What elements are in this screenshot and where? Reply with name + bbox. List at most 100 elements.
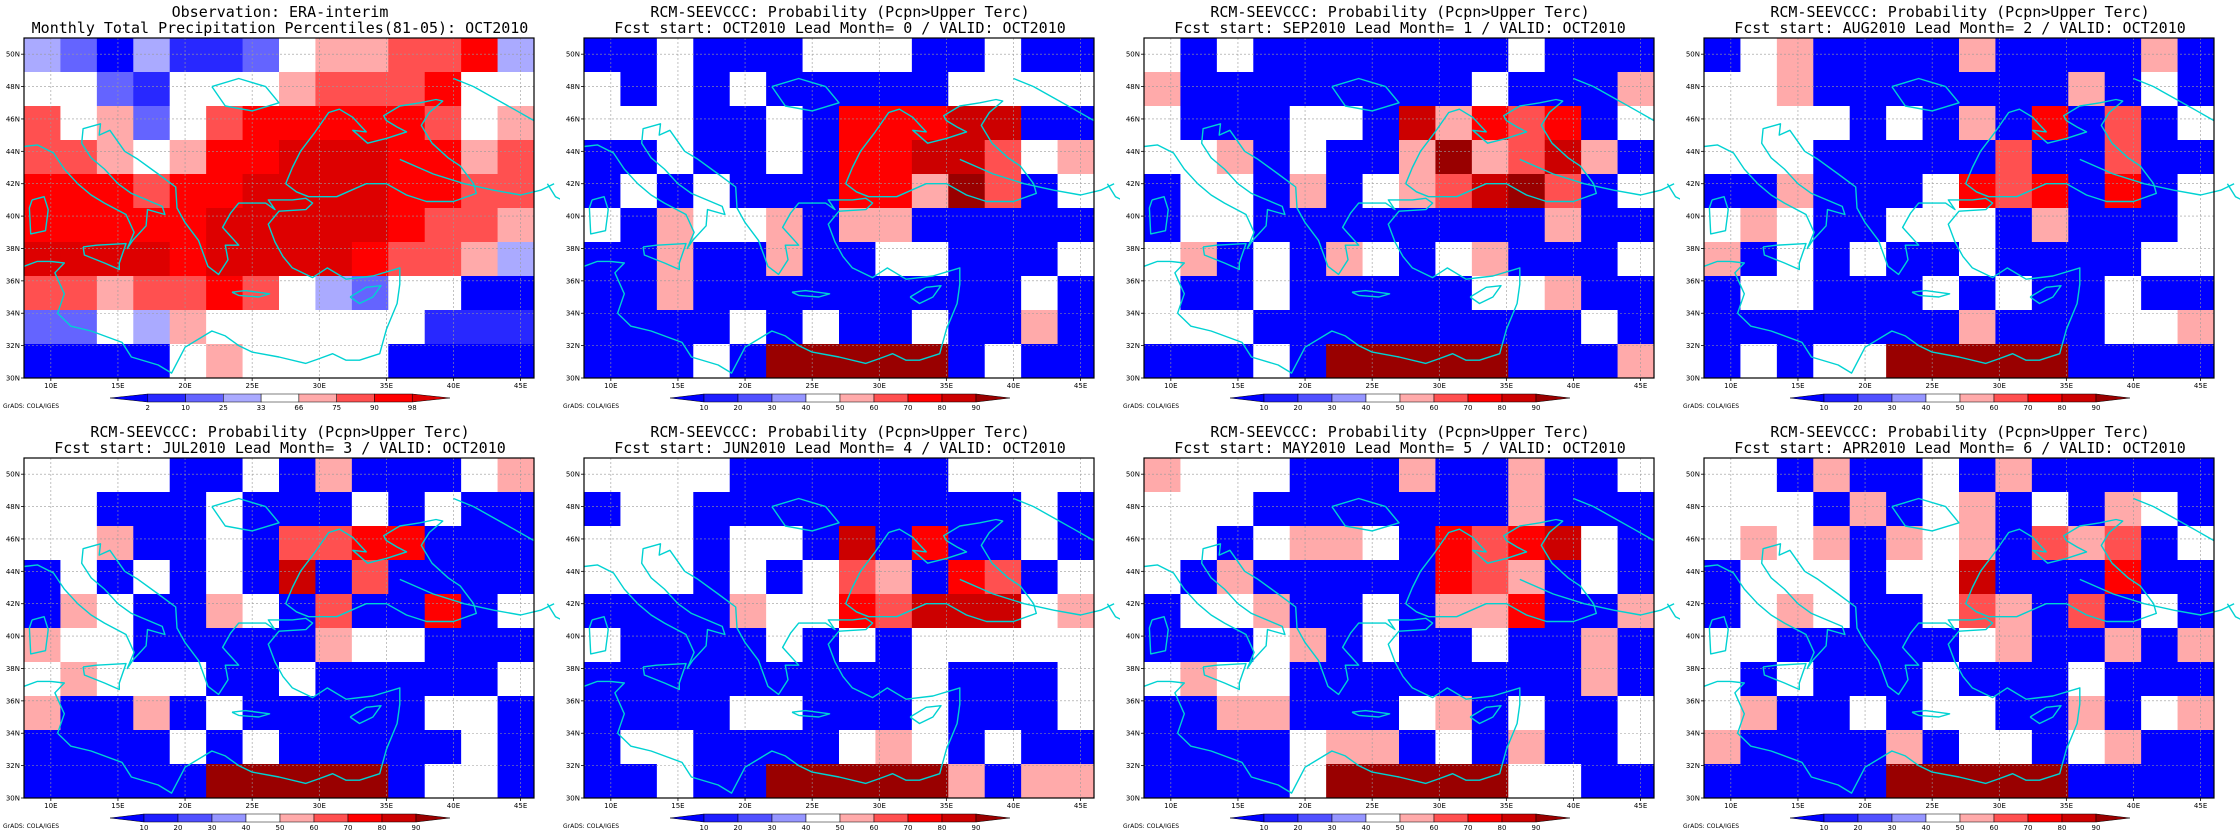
grid-cell <box>279 730 316 765</box>
grid-cell <box>206 628 244 663</box>
grid-cell <box>1057 764 1095 799</box>
grid-cell <box>1581 208 1619 243</box>
colorbar-label: 20 <box>174 824 183 832</box>
coastline <box>1762 242 1807 271</box>
grid-cell <box>2068 106 2106 141</box>
grid-cell <box>1959 38 1996 73</box>
grid-cell <box>1886 764 1924 799</box>
grid-cell <box>1617 208 1655 243</box>
panel-subtitle: Fcst start: JUN2010 Lead Month= 4 / VALI… <box>614 439 1066 457</box>
grid-cell <box>1326 696 1364 731</box>
grid-cell <box>802 106 840 141</box>
lat-tick-label: 40N <box>1686 213 1700 221</box>
grid-cell <box>2104 662 2142 697</box>
grid-cell <box>584 764 621 799</box>
grid-cell <box>169 764 207 799</box>
grid-cell <box>1471 276 1509 311</box>
grid-cell <box>656 72 694 107</box>
grid-cell <box>2177 310 2215 345</box>
grid-cell <box>1995 764 2033 799</box>
colorbar-swatch <box>1501 393 1537 403</box>
grid-cell <box>2141 38 2179 73</box>
grid-cell <box>1508 310 1546 345</box>
colorbar-label: 80 <box>938 404 947 412</box>
grid-cell <box>693 492 731 527</box>
grid-cell <box>1021 730 1059 765</box>
colorbar-label: 10 <box>1820 824 1829 832</box>
grid-cell <box>584 106 621 141</box>
grid-cell <box>1326 106 1364 141</box>
grid-cell <box>351 38 389 73</box>
grid-cell <box>1057 662 1095 697</box>
grid-cell <box>1508 628 1546 663</box>
grid-cell <box>2031 276 2069 311</box>
grid-cell <box>351 594 389 629</box>
colorbar-swatch <box>839 813 875 823</box>
grid-cell <box>1144 310 1181 345</box>
grid-cell <box>875 38 913 73</box>
grid-cell <box>729 458 767 493</box>
grid-cell <box>1144 38 1181 73</box>
grid-cell <box>1704 526 1741 561</box>
colorbar-swatch <box>1433 813 1469 823</box>
grid-cell <box>620 140 658 175</box>
coastlines <box>583 77 1120 374</box>
grid-cell <box>1326 174 1364 209</box>
panel-title: RCM-SEEVCCC: Probability (Pcpn>Upper Ter… <box>1770 3 2150 21</box>
grid-cell <box>948 764 986 799</box>
grid-cell <box>911 276 949 311</box>
grid-cell <box>2031 560 2069 595</box>
grid-cell <box>584 458 621 493</box>
lon-tick-label: 35E <box>1500 802 1513 810</box>
grid-cell <box>315 208 353 243</box>
grid-cell <box>1617 458 1655 493</box>
grid-cell <box>1144 662 1181 697</box>
grid-cell <box>766 696 804 731</box>
lat-tick-label: 48N <box>6 503 20 511</box>
grid-cell <box>1180 730 1218 765</box>
colorbar-label: 60 <box>1430 824 1439 832</box>
grid-cell <box>1471 730 1509 765</box>
map-frame <box>1143 457 1655 799</box>
colorbar-label: 25 <box>219 404 228 412</box>
grid-cell <box>584 174 621 209</box>
grid-cell <box>839 174 876 209</box>
grid-cell <box>1617 38 1655 73</box>
graticule <box>24 458 534 799</box>
colorbar-swatch <box>703 393 739 403</box>
lon-tick-label: 30E <box>1433 802 1446 810</box>
colorbar-label: 10 <box>140 824 149 832</box>
grid-cell <box>1508 276 1546 311</box>
grid-cell <box>729 276 767 311</box>
grid-cell <box>2104 140 2142 175</box>
grid-cell <box>839 730 876 765</box>
colorbar-swatch <box>1891 393 1927 403</box>
grid-cell <box>1959 526 1996 561</box>
grid-cell <box>656 730 694 765</box>
coastline <box>453 77 535 122</box>
grid-cell <box>656 208 694 243</box>
grid-cell <box>497 458 535 493</box>
grid-cell <box>1471 344 1509 379</box>
colorbar: 10 20 30 40 50 60 70 80 90 <box>1789 393 2131 412</box>
coastline <box>399 158 555 196</box>
grid-cell <box>911 560 949 595</box>
grid-cell <box>1740 310 1778 345</box>
grid-cell <box>242 662 280 697</box>
lat-tick-label: 46N <box>566 115 580 123</box>
grid-cell <box>729 344 767 379</box>
colorbar-swatch <box>2027 393 2063 403</box>
lat-tick-label: 40N <box>566 213 580 221</box>
grid-cell <box>1289 38 1327 73</box>
grid-cell <box>1740 344 1778 379</box>
lon-tick-label: 10E <box>44 382 57 390</box>
grid-cell <box>1995 140 2033 175</box>
grid-cell <box>169 526 207 561</box>
lat-tick-label: 30N <box>566 375 580 383</box>
grid-cell <box>1471 560 1509 595</box>
grid-cell <box>2031 730 2069 765</box>
grid-cell <box>1617 276 1655 311</box>
grid-cell <box>875 560 913 595</box>
lat-tick-label: 36N <box>1126 697 1140 705</box>
grid-cell <box>948 38 986 73</box>
